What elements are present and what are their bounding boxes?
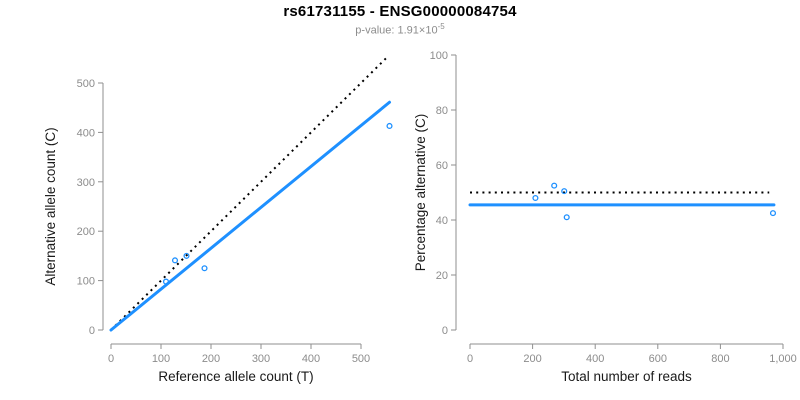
identity-line xyxy=(110,55,390,331)
x-tick-label: 600 xyxy=(649,353,667,365)
x-tick-label: 400 xyxy=(586,353,604,365)
regression-line xyxy=(109,100,391,332)
figure-subtitle: p-value: 1.91×10-5 xyxy=(0,22,800,37)
p-value-exponent: -5 xyxy=(437,22,445,31)
x-tick-label: 300 xyxy=(252,353,270,365)
data-point xyxy=(769,210,777,217)
y-tick-label: 400 xyxy=(77,127,95,139)
y-tick-label: 0 xyxy=(89,325,95,337)
y-tick-label: 60 xyxy=(436,160,448,172)
data-point xyxy=(551,182,558,189)
y-tick-label: 80 xyxy=(436,105,448,117)
y-tick-label: 200 xyxy=(77,226,95,238)
y-tick-label: 300 xyxy=(77,177,95,189)
p-value-label: p-value: xyxy=(355,24,398,37)
data-point xyxy=(532,194,539,202)
p-value-base: 1.91×10 xyxy=(397,24,438,37)
x-tick-label: 200 xyxy=(202,353,220,365)
figure-title: rs61731155 - ENSG00000084754 xyxy=(283,3,517,20)
x-tick-label: 0 xyxy=(108,353,114,365)
x-tick-label: 100 xyxy=(152,353,170,365)
x-axis-title: Reference allele count (T) xyxy=(158,369,313,384)
x-tick-label: 500 xyxy=(352,353,370,365)
data-point xyxy=(386,122,393,130)
x-tick-label: 200 xyxy=(523,353,541,365)
x-axis-title: Total number of reads xyxy=(561,369,692,384)
x-tick-label: 400 xyxy=(302,353,320,365)
data-point xyxy=(201,265,208,272)
data-point xyxy=(561,188,568,195)
y-tick-label: 500 xyxy=(77,78,95,90)
data-point xyxy=(563,214,570,221)
x-tick-label: 0 xyxy=(467,353,473,365)
x-tick-label: 1,000 xyxy=(769,353,797,365)
data-point xyxy=(183,252,190,259)
x-tick-label: 800 xyxy=(711,353,729,365)
y-tick-label: 0 xyxy=(442,325,448,337)
data-point xyxy=(171,257,179,264)
y-tick-label: 40 xyxy=(436,215,448,227)
data-point xyxy=(162,278,170,285)
y-tick-label: 100 xyxy=(430,50,448,62)
y-tick-label: 100 xyxy=(77,276,95,288)
y-axis-title: Alternative allele count (C) xyxy=(43,127,58,285)
y-axis-title: Percentage alternative (C) xyxy=(413,114,428,272)
y-tick-label: 20 xyxy=(436,270,448,282)
